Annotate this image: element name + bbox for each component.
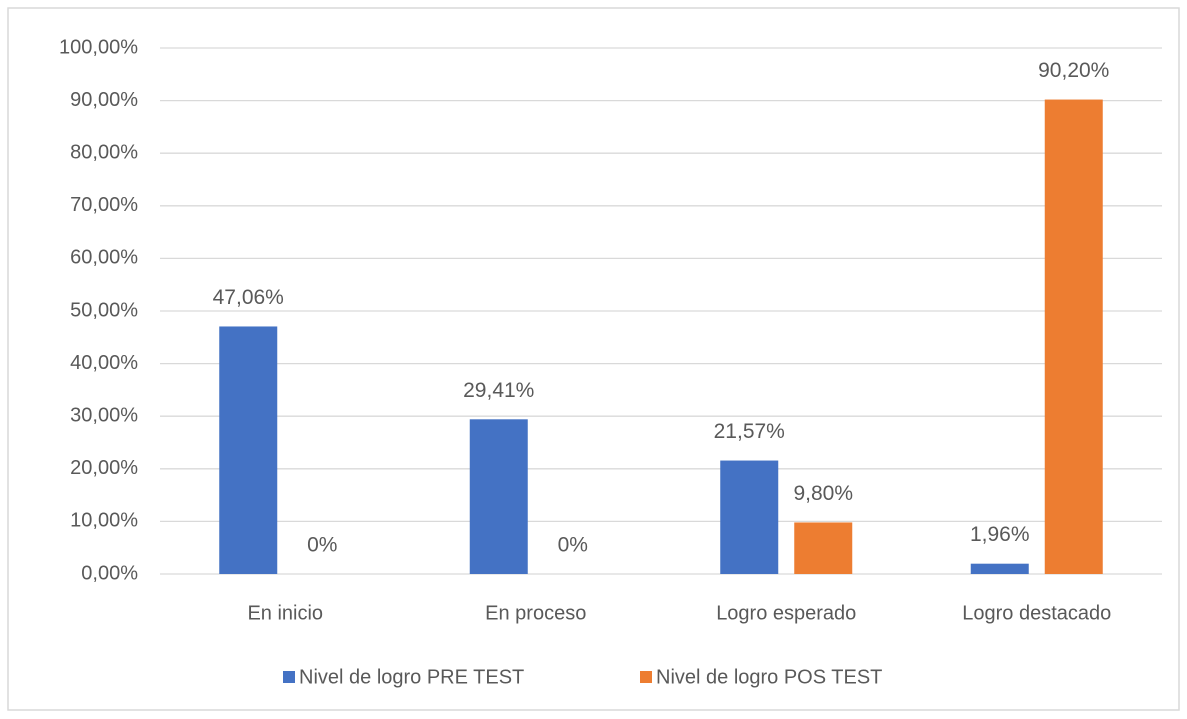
data-label: 90,20% (1038, 59, 1109, 82)
y-tick-label: 50,00% (70, 299, 138, 321)
data-label: 29,41% (463, 379, 534, 402)
bar (970, 563, 1029, 574)
y-tick-label: 70,00% (70, 194, 138, 216)
y-tick-label: 20,00% (70, 457, 138, 479)
legend-swatch (640, 671, 652, 683)
data-label: 47,06% (213, 286, 284, 309)
legend-label: Nivel de logro POS TEST (656, 666, 882, 688)
data-label: 0% (307, 534, 337, 557)
x-tick-label: Logro destacado (962, 602, 1111, 624)
data-label: 21,57% (714, 420, 785, 443)
chart-border (7, 7, 1180, 711)
y-tick-label: 90,00% (70, 89, 138, 111)
y-tick-label: 40,00% (70, 352, 138, 374)
y-tick-label: 100,00% (59, 36, 138, 58)
y-tick-label: 80,00% (70, 141, 138, 163)
data-label: 1,96% (970, 523, 1030, 546)
data-label: 0% (558, 534, 588, 557)
x-tick-label: En inicio (247, 602, 323, 624)
x-tick-label: En proceso (485, 602, 586, 624)
x-tick-label: Logro esperado (716, 602, 856, 624)
y-tick-label: 10,00% (70, 510, 138, 532)
data-label: 9,80% (793, 482, 853, 505)
legend-swatch (283, 671, 295, 683)
bar (219, 326, 278, 574)
legend-label: Nivel de logro PRE TEST (299, 666, 524, 688)
bar (1044, 99, 1103, 574)
bar (720, 460, 779, 574)
y-tick-label: 30,00% (70, 404, 138, 426)
y-tick-label: 60,00% (70, 247, 138, 269)
bar (794, 522, 853, 574)
bar (469, 419, 528, 574)
y-tick-label: 0,00% (81, 562, 138, 584)
